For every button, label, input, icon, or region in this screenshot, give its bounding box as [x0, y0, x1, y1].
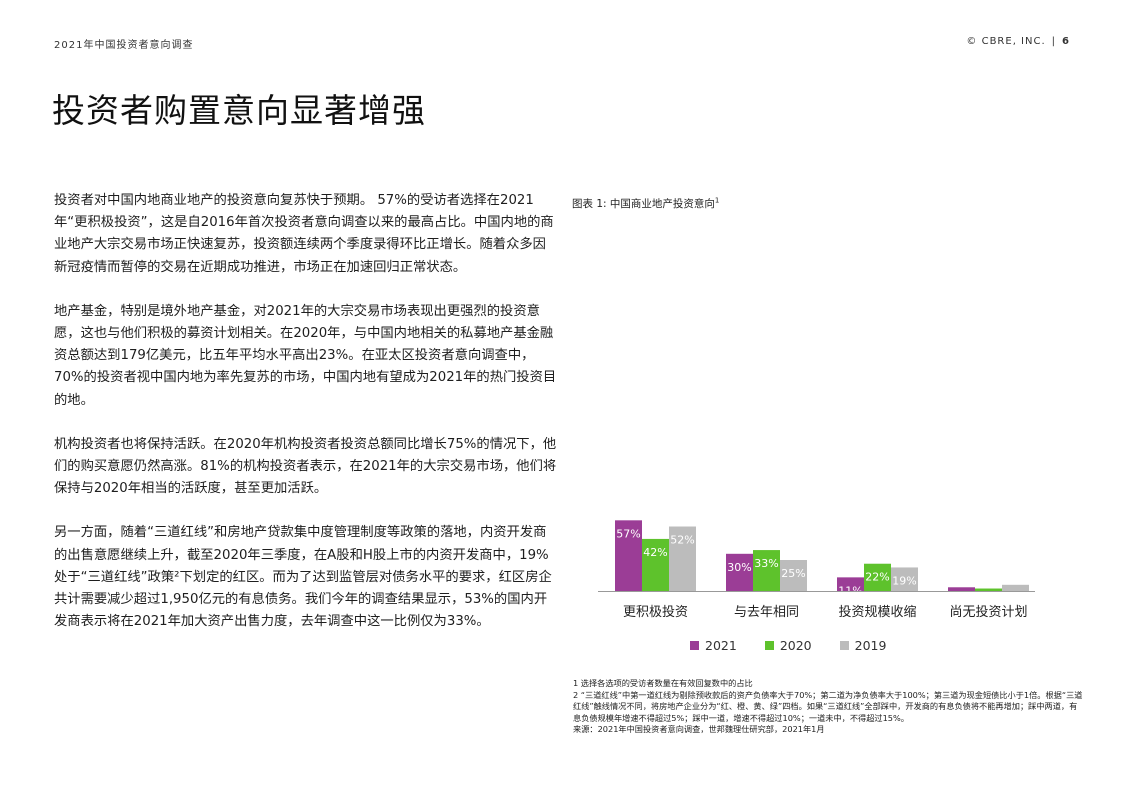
category-label: 与去年相同 — [734, 605, 799, 620]
category-label: 投资规模收缩 — [838, 604, 916, 620]
bar-2019-1 — [780, 560, 807, 591]
data-label: 3% — [953, 594, 970, 607]
legend-label: 2019 — [854, 638, 887, 653]
bar-2020-1 — [753, 550, 780, 591]
footnote: 1 选择各选项的受访者数量在有效回复数中的占比 — [573, 678, 753, 688]
bar-2020-2 — [864, 563, 891, 591]
bar-2019-3 — [1002, 584, 1029, 591]
header-separator: | — [1051, 36, 1057, 47]
paragraph: 机构投资者也将保持活跃。在2020年机构投资者投资总额同比增长75%的情况下，他… — [54, 436, 557, 497]
page-header-right: © CBRE, INC. | 6 — [966, 36, 1070, 47]
report-name: 2021年中国投资者意向调查 — [54, 40, 194, 51]
chart-title: 图表 1: 中国商业地产投资意向1 — [572, 196, 719, 211]
bar-chart: 57%42%52% 更积极投资 30% 33%25% 与去年相同 11%22% 19% 投资规… — [598, 520, 1035, 620]
chart-title-footnote-ref: 1 — [714, 196, 720, 205]
footnote: 2 “三道红线”中第一道红线为剔除预收款后的资产负债率大于70%；第二道为净负债… — [573, 689, 1083, 723]
legend-swatch-2020 — [764, 641, 774, 650]
data-label: 42% — [643, 546, 667, 559]
paragraph: 投资者对中国内地商业地产的投资意向复苏快于预期。 57%的受访者选择在2021年… — [54, 193, 554, 275]
footnote: 来源：2021年中国投资者意向调查，世邦魏理仕研究部，2021年1月 — [573, 724, 825, 735]
data-label: 25% — [781, 567, 805, 580]
data-label: 33% — [754, 557, 778, 570]
data-label: 22% — [865, 571, 889, 584]
legend-label: 2020 — [779, 638, 812, 653]
chart-legend: 2021 2020 2019 — [690, 638, 886, 653]
bar-2021-2 — [837, 577, 864, 591]
bar-2019-0 — [669, 526, 696, 591]
bar-2019-2 — [891, 567, 918, 591]
data-label: 30% — [727, 561, 751, 574]
category-label: 尚无投资计划 — [949, 604, 1027, 620]
bar-2020-3 — [975, 588, 1002, 591]
copyright: © CBRE, INC. — [966, 36, 1046, 47]
paragraph: 地产基金，特别是境外地产基金，对2021年的大宗交易市场表现出更强烈的投资意愿，… — [54, 303, 557, 408]
body-text: 投资者对中国内地商业地产的投资意向复苏快于预期。 57%的受访者选择在2021年… — [54, 190, 559, 655]
data-label: 5% — [1007, 592, 1024, 605]
page-number: 6 — [1062, 36, 1070, 47]
category-label: 更积极投资 — [623, 604, 688, 620]
data-label: 52% — [670, 534, 694, 547]
bar-2020-0 — [642, 538, 669, 591]
data-label: 19% — [892, 574, 916, 587]
data-label: 2% — [980, 596, 997, 609]
legend-item-2019: 2019 — [839, 638, 887, 653]
bar-2021-1 — [726, 553, 753, 591]
legend-item-2020: 2020 — [764, 638, 812, 653]
bar-2021-3 — [948, 587, 975, 591]
bar-2021-0 — [615, 520, 642, 591]
data-label: 57% — [616, 527, 640, 540]
page-title: 投资者购置意向显著增强 — [52, 91, 426, 130]
chart-title-text: 图表 1: 中国商业地产投资意向 — [572, 198, 715, 210]
legend-item-2021: 2021 — [690, 638, 737, 653]
footnotes: 1 选择各选项的受访者数量在有效回复数中的占比 2 “三道红线”中第一道红线为剔… — [573, 678, 1085, 736]
legend-label: 2021 — [705, 638, 737, 653]
legend-swatch-2021 — [690, 641, 699, 650]
paragraph: 另一方面，随着“三道红线”和房地产贷款集中度管理制度等政策的落地，内资开发商的出… — [54, 525, 552, 630]
legend-swatch-2019 — [839, 641, 849, 650]
data-label: 11% — [838, 584, 862, 597]
